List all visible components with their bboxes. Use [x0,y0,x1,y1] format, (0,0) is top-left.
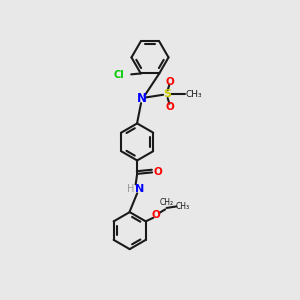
Text: O: O [165,102,174,112]
Text: O: O [165,76,174,87]
Text: CH₃: CH₃ [186,90,202,99]
Text: Cl: Cl [114,70,124,80]
Text: O: O [154,167,162,177]
Text: N: N [136,92,147,105]
Text: N: N [135,184,144,194]
Text: CH₃: CH₃ [176,202,190,211]
Text: S: S [163,89,171,99]
Text: CH₂: CH₂ [160,198,174,207]
Text: H: H [127,184,134,194]
Text: O: O [152,210,161,220]
